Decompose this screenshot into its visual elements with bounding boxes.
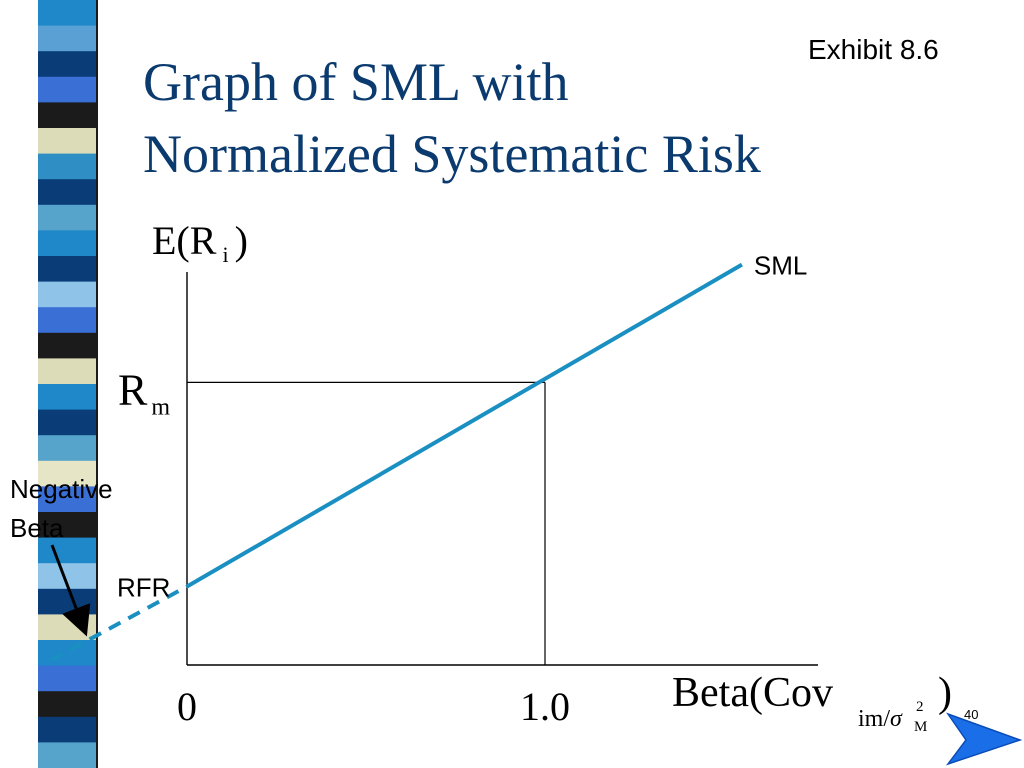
y-axis-label: E(R i) [152, 218, 248, 267]
x-axis-label-subscript: im/σ [858, 706, 903, 732]
sml-series-label: SML [754, 251, 807, 281]
stripe-block [38, 358, 96, 385]
negative-beta-label-line1: Negative [10, 474, 113, 504]
exhibit-label: Exhibit 8.6 [808, 34, 939, 65]
stripe-block [38, 640, 96, 667]
stripe-block [38, 435, 96, 462]
stripe-block [38, 153, 96, 180]
stripe-block [38, 716, 96, 743]
stripe-block [38, 76, 96, 103]
stripe-block [38, 256, 96, 283]
stripe-block [38, 665, 96, 692]
sml-line [185, 262, 743, 589]
slide-title: Graph of SML with Normalized Systematic … [143, 46, 761, 190]
stripe-border [96, 0, 98, 768]
stripe-block [38, 0, 96, 27]
sigma-superscript: 2 [916, 699, 924, 715]
negative-beta-arrow [50, 544, 91, 637]
next-slide-arrow-icon[interactable] [944, 712, 1022, 766]
stripe-block [38, 742, 96, 768]
stripe-block [38, 537, 96, 564]
stripe-block [38, 486, 96, 513]
stripe-block [38, 307, 96, 334]
stripe-block [38, 691, 96, 718]
x-axis-label-close: ) [938, 670, 952, 716]
negative-beta-label-line2: Beta [10, 513, 64, 543]
stripe-block [38, 204, 96, 231]
stripe-block [38, 128, 96, 155]
slide-number: 40 [964, 707, 979, 722]
stripe-block [38, 230, 96, 257]
stripe-block [38, 179, 96, 206]
sigma-subscript: M [914, 719, 927, 735]
x-tick-label: 1.0 [520, 684, 570, 729]
stripe-block [38, 512, 96, 539]
negative-beta-extension-line [50, 584, 188, 663]
stripe-block [38, 384, 96, 411]
title-line-1: Graph of SML with [143, 52, 569, 112]
stripe-block [38, 332, 96, 359]
stripe-block [38, 281, 96, 308]
stripe-block [38, 25, 96, 52]
rfr-label: RFR [117, 573, 170, 603]
x-axis-label: Beta(Cov [672, 670, 833, 716]
stripe-block [38, 102, 96, 129]
title-line-2: Normalized Systematic Risk [143, 124, 761, 184]
stripe-block [38, 409, 96, 436]
stripe-block [38, 460, 96, 487]
stripe-block [38, 51, 96, 78]
x-tick-label: 0 [177, 684, 197, 729]
